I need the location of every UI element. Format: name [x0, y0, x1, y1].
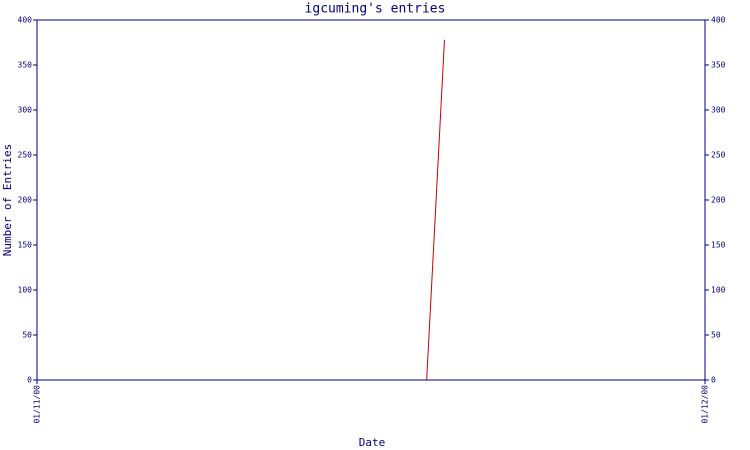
y-axis-label: Number of Entries: [1, 144, 14, 257]
y-tick-label: 150: [18, 241, 33, 250]
y-tick-label: 350: [18, 61, 33, 70]
y-tick-label: 200: [18, 196, 33, 205]
y2-tick-label: 200: [711, 196, 726, 205]
y2-tick-label: 400: [711, 16, 726, 25]
y2-tick-label: 250: [711, 151, 726, 160]
y-tick-label: 50: [22, 331, 32, 340]
y-tick-label: 0: [27, 376, 32, 385]
y2-tick-label: 100: [711, 286, 726, 295]
y-tick-label: 250: [18, 151, 33, 160]
x-tick-label: 01/12/00: [701, 385, 710, 424]
y2-tick-label: 150: [711, 241, 726, 250]
y2-tick-label: 350: [711, 61, 726, 70]
y-tick-label: 100: [18, 286, 33, 295]
y2-tick-label: 300: [711, 106, 726, 115]
y-tick-label: 300: [18, 106, 33, 115]
y-tick-label: 400: [18, 16, 33, 25]
chart-title: igcuming's entries: [305, 2, 446, 17]
y2-tick-label: 0: [711, 376, 716, 385]
x-axis-label: Date: [359, 436, 386, 449]
data-line: [426, 39, 445, 381]
y2-tick-label: 50: [711, 331, 721, 340]
x-tick-label: 01/11/00: [33, 385, 42, 424]
